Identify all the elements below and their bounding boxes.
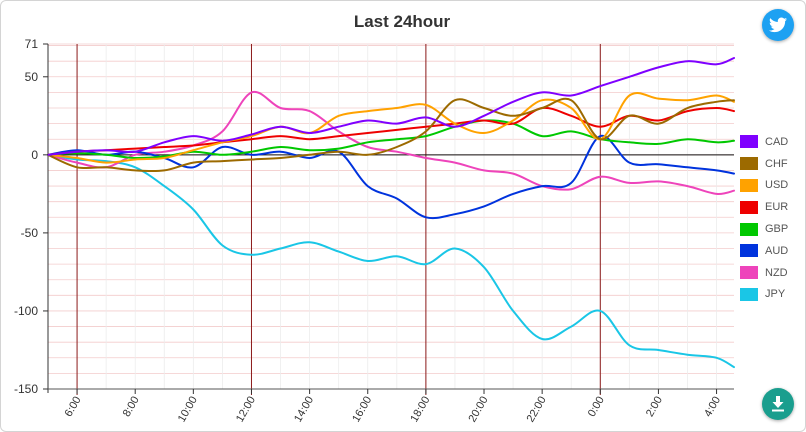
legend-label: USD <box>765 179 789 192</box>
x-tick-label: 10:00 <box>176 395 200 425</box>
x-tick-label: 18:00 <box>408 395 432 425</box>
series-line-chf <box>47 97 735 173</box>
y-tick-label: -50 <box>21 226 39 240</box>
twitter-bird-icon <box>769 17 787 33</box>
series-line-nzd <box>47 90 735 195</box>
legend-swatch <box>740 135 758 149</box>
legend-item-gbp[interactable]: GBP <box>740 218 802 240</box>
x-tick-label: 2:00 <box>644 395 665 420</box>
legend-label: GBP <box>765 223 789 236</box>
download-button[interactable] <box>762 388 794 420</box>
legend-label: CAD <box>765 135 789 148</box>
legend-label: JPY <box>765 288 786 301</box>
grid-layer <box>47 43 734 390</box>
legend: CAD CHF USD EUR GBP AUD NZD JPY <box>740 131 802 305</box>
x-tick-labels: 6:00 8:00 10:00 12:00 14:00 16:00 18:00 20:00 22… <box>63 389 723 425</box>
twitter-share-button[interactable] <box>762 9 794 41</box>
axes <box>47 44 734 393</box>
legend-swatch <box>740 287 758 301</box>
legend-label: NZD <box>765 266 788 279</box>
legend-swatch <box>740 266 758 280</box>
x-tick-label: 12:00 <box>234 395 258 425</box>
legend-item-jpy[interactable]: JPY <box>740 284 802 306</box>
x-tick-label: 8:00 <box>121 395 142 420</box>
y-tick-label: -150 <box>14 382 38 396</box>
series-line-gbp <box>47 119 735 160</box>
x-tick-label: 0:00 <box>586 395 607 420</box>
legend-item-nzd[interactable]: NZD <box>740 262 802 284</box>
x-tick-label: 14:00 <box>292 395 316 425</box>
legend-label: EUR <box>765 201 789 214</box>
x-tick-label: 16:00 <box>350 395 374 425</box>
y-tick-label: 0 <box>31 148 38 162</box>
legend-item-eur[interactable]: EUR <box>740 196 802 218</box>
y-tick-label: -100 <box>14 304 38 318</box>
y-tick-label: 50 <box>25 70 39 84</box>
chart-title: Last 24hour <box>353 12 451 31</box>
series-lines <box>47 57 735 369</box>
vertical-markers <box>76 44 601 395</box>
x-tick-label: 6:00 <box>63 395 84 420</box>
legend-label: AUD <box>765 244 789 257</box>
series-line-cad <box>47 57 735 156</box>
series-line-jpy <box>47 153 735 369</box>
legend-item-aud[interactable]: AUD <box>740 240 802 262</box>
download-arrow-icon <box>772 396 784 412</box>
legend-swatch <box>740 178 758 192</box>
y-tick-label: 71 <box>25 37 39 51</box>
legend-swatch <box>740 244 758 258</box>
x-tick-label: 4:00 <box>702 395 723 420</box>
legend-item-usd[interactable]: USD <box>740 175 802 197</box>
legend-label: CHF <box>765 157 788 170</box>
x-tick-label: 20:00 <box>466 395 490 425</box>
legend-swatch <box>740 222 758 236</box>
legend-swatch <box>740 157 758 171</box>
legend-swatch <box>740 200 758 214</box>
y-tick-labels: 71 50 0 -50 -100 -150 <box>14 37 48 396</box>
x-tick-label: 22:00 <box>525 395 549 425</box>
legend-item-cad[interactable]: CAD <box>740 131 802 153</box>
series-line-usd <box>47 92 735 164</box>
legend-item-chf[interactable]: CHF <box>740 153 802 175</box>
